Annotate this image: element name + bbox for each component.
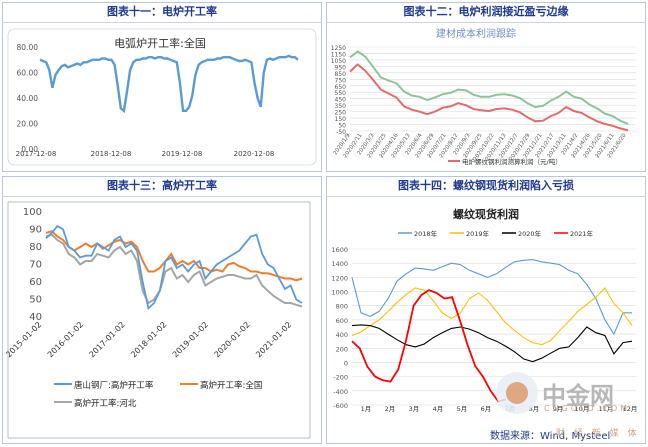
y-tick-label: 50 bbox=[338, 123, 346, 130]
y-tick-label: 1150 bbox=[331, 51, 346, 58]
legend-label: 唐山钢厂:高炉开工率 bbox=[74, 380, 154, 391]
y-tick-label: 950 bbox=[335, 64, 347, 71]
header-divider bbox=[2, 22, 322, 23]
header-divider bbox=[326, 22, 646, 23]
chart-eaf-profit: 建材成本利润跟踪 1250115010509508507506505504503… bbox=[331, 27, 636, 166]
chart-rebar-profit: 螺纹现货利润 2018年 2019年 2020年 2021年 1600 1400 1200… bbox=[331, 207, 638, 413]
series-line bbox=[39, 54, 299, 114]
x-tick-label: 11月 bbox=[599, 405, 614, 413]
y-tick-label: 1600 bbox=[331, 246, 348, 254]
x-tick-label: 2017-12-08 bbox=[16, 150, 57, 158]
series-line-red bbox=[349, 63, 629, 132]
x-tick-label: 2020-12-08 bbox=[234, 150, 275, 158]
y-tick-label: 600 bbox=[336, 317, 348, 325]
y-tick-label: 20.00 bbox=[17, 120, 39, 129]
y-tick-label: 550 bbox=[335, 90, 347, 97]
y-tick-label: 450 bbox=[335, 97, 347, 104]
y-tick-label: 250 bbox=[335, 110, 347, 117]
y-tick-label: 60.00 bbox=[17, 69, 39, 78]
y-tick-label: 750 bbox=[335, 77, 347, 84]
x-tick-label: 9月 bbox=[553, 405, 564, 413]
y-tick-label: 60 bbox=[29, 277, 42, 288]
y-tick-label: 850 bbox=[335, 71, 347, 78]
y-tick-label: 400 bbox=[336, 331, 348, 339]
series-line-hebei bbox=[45, 233, 303, 308]
x-tick-label: 10月 bbox=[575, 405, 590, 413]
x-tick-label: 8月 bbox=[529, 405, 540, 413]
y-tick-label: 1000 bbox=[331, 289, 348, 297]
chart-title: 电弧炉开工率:全国 bbox=[114, 36, 206, 50]
legend-label: 电炉螺纹钢利润测算利润（元/吨） bbox=[462, 157, 562, 166]
y-tick-label: 200 bbox=[336, 345, 348, 353]
x-tick-label: 6月 bbox=[481, 405, 492, 413]
x-tick-label: 12月 bbox=[623, 405, 638, 413]
header-divider bbox=[2, 196, 322, 197]
y-tick-label: 100 bbox=[23, 207, 42, 218]
legend-label: 高炉开工率:全国 bbox=[200, 380, 262, 391]
watermark-logo-mark bbox=[506, 382, 528, 404]
header-divider bbox=[326, 196, 646, 197]
series-line bbox=[351, 287, 633, 346]
y-tick-label: 40 bbox=[29, 312, 42, 323]
series-line bbox=[351, 259, 632, 336]
legend-label: 2018年 bbox=[414, 229, 438, 238]
watermark-brand: 中金网 bbox=[542, 382, 614, 410]
x-tick-label: 3月 bbox=[409, 405, 420, 413]
header-chart-11: 图表十一：电炉开工率 bbox=[107, 5, 217, 18]
x-tick-label: 4月 bbox=[433, 405, 444, 413]
y-tick-label: 1050 bbox=[331, 58, 346, 65]
watermark-tagline: 财 经 新 媒 体 bbox=[556, 429, 640, 439]
y-tick-label: -400 bbox=[333, 388, 348, 396]
y-tick-label: 0.00 bbox=[21, 145, 38, 154]
y-tick-label: 90 bbox=[29, 225, 42, 236]
y-tick-label: 800 bbox=[336, 303, 348, 311]
series-line-tangshan bbox=[45, 224, 303, 311]
header-chart-13: 图表十三：高炉开工率 bbox=[107, 179, 217, 192]
header-chart-14: 图表十四：螺纹钢现货利润陷入亏损 bbox=[398, 179, 574, 192]
x-tick-label: 5月 bbox=[457, 405, 468, 413]
chart-eaf-rate: 电弧炉开工率:全国 80.00 60.00 40.00 20.00 0.00 2017-… bbox=[7, 28, 317, 166]
y-tick-label: 50 bbox=[29, 295, 42, 306]
legend-label: 2019年 bbox=[466, 229, 490, 238]
x-tick-label: 1月 bbox=[361, 405, 372, 413]
y-tick-label: 80.00 bbox=[17, 43, 39, 52]
watermark-url: CNGOLD.COM bbox=[544, 404, 631, 413]
legend-label: 2020年 bbox=[518, 229, 542, 238]
data-source: 数据来源：Wind, Mysteel bbox=[490, 431, 611, 442]
y-tick-label: 1250 bbox=[331, 45, 346, 52]
x-tick-label: 2月 bbox=[385, 405, 396, 413]
header-chart-12: 图表十二：电炉利润接近盈亏边缘 bbox=[403, 5, 569, 18]
y-tick-label: 350 bbox=[335, 103, 347, 110]
y-tick-label: 70 bbox=[29, 260, 42, 271]
y-tick-label: 650 bbox=[335, 84, 347, 91]
y-tick-label: -600 bbox=[333, 402, 348, 410]
x-tick-label: 2019-12-08 bbox=[162, 150, 203, 158]
y-tick-label: -200 bbox=[333, 374, 348, 382]
chart-title: 螺纹现货利润 bbox=[453, 207, 519, 221]
y-tick-label: -50 bbox=[336, 129, 346, 136]
y-tick-label: 150 bbox=[335, 116, 347, 123]
legend-label: 高炉开工率:河北 bbox=[74, 398, 137, 409]
legend-label: 2021年 bbox=[570, 229, 594, 238]
y-tick-label: 40.00 bbox=[17, 94, 39, 103]
y-tick-label: 0 bbox=[344, 359, 348, 367]
y-tick-label: 1200 bbox=[331, 274, 348, 282]
panel-rebar-profit bbox=[326, 176, 646, 444]
series-line-national bbox=[45, 230, 303, 282]
series-line-green bbox=[349, 50, 629, 125]
y-tick-label: 80 bbox=[29, 242, 42, 253]
chart-title: 建材成本利润跟踪 bbox=[436, 27, 516, 40]
series-line bbox=[351, 324, 633, 363]
x-tick-label: 2018-12-08 bbox=[91, 150, 132, 158]
series-line bbox=[351, 289, 507, 403]
watermark-logo bbox=[496, 372, 538, 414]
y-tick-label: 1400 bbox=[331, 260, 348, 268]
